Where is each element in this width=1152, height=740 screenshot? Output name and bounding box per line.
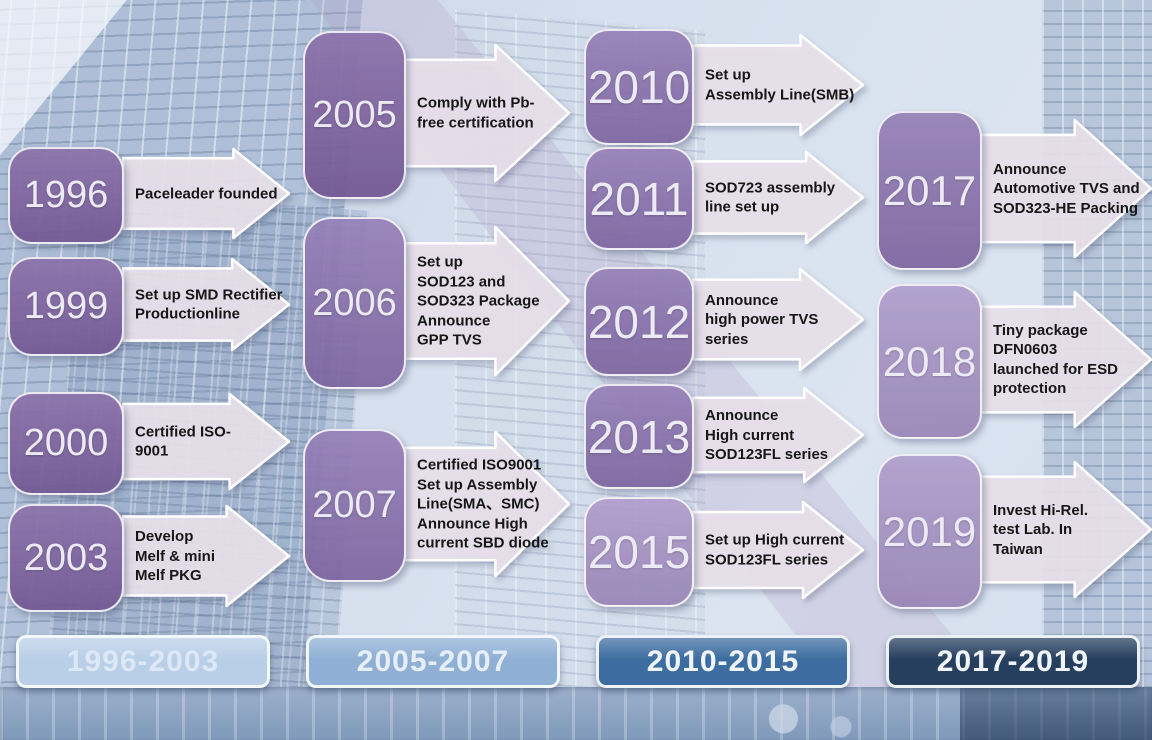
milestone-2013-year-badge: 2013 bbox=[584, 384, 694, 489]
arrow-shape bbox=[691, 150, 865, 245]
milestone-2006-text: Set up SOD123 and SOD323 Package Announc… bbox=[417, 253, 540, 349]
arrow-shape bbox=[121, 392, 291, 491]
milestone-2017-year-badge: 2017 bbox=[877, 111, 982, 270]
milestone-2003-text: Develop Melf & mini Melf PKG bbox=[135, 527, 216, 584]
arrow-shape bbox=[691, 500, 865, 600]
milestone-2015-year-badge: 2015 bbox=[584, 497, 694, 607]
arrow-shape bbox=[691, 33, 865, 137]
milestone-2010-text: Set up Assembly Line(SMB) bbox=[705, 66, 855, 104]
arrow-shape bbox=[691, 386, 865, 484]
milestone-2018-arrow: Tiny package DFN0603 launched for ESD pr… bbox=[979, 290, 1152, 429]
background-bottom-right-shade bbox=[960, 687, 1152, 740]
milestone-2013-arrow: Announce High current SOD123FL series bbox=[691, 386, 865, 484]
milestone-2003-arrow: Develop Melf & mini Melf PKG bbox=[121, 504, 291, 608]
milestone-2010-year-badge: 2010 bbox=[584, 29, 694, 145]
period-button-2005-2007[interactable]: 2005-2007 bbox=[306, 635, 560, 688]
milestone-2017-arrow: Announce Automotive TVS and SOD323-HE Pa… bbox=[979, 118, 1152, 259]
milestone-2011-arrow: SOD723 assembly line set up bbox=[691, 150, 865, 245]
milestone-2003-year-badge: 2003 bbox=[8, 504, 124, 612]
year-label: 1996 bbox=[23, 174, 109, 216]
milestone-2013-text: Announce High current SOD123FL series bbox=[705, 406, 829, 463]
milestone-2005-arrow: Comply with Pb- free certification bbox=[403, 43, 571, 183]
year-label: 2010 bbox=[587, 61, 691, 113]
milestone-2012-arrow: Announce high power TVS series bbox=[691, 267, 865, 372]
milestone-2007-arrow: Certified ISO9001 Set up Assembly Line(S… bbox=[403, 430, 571, 578]
year-label: 2000 bbox=[23, 422, 109, 464]
period-button-1996-2003[interactable]: 1996-2003 bbox=[16, 635, 270, 688]
year-label: 2007 bbox=[312, 484, 397, 526]
year-label: 2018 bbox=[882, 337, 977, 385]
milestone-2007-year-badge: 2007 bbox=[303, 429, 406, 582]
arrow-shape bbox=[403, 43, 571, 183]
arrow-shape bbox=[979, 460, 1152, 599]
milestone-2011-text: SOD723 assembly line set up bbox=[705, 179, 836, 216]
year-label: 2003 bbox=[23, 536, 109, 579]
milestone-1999-year-badge: 1999 bbox=[8, 257, 124, 356]
milestone-2007-text: Certified ISO9001 Set up Assembly Line(S… bbox=[417, 456, 549, 552]
milestone-2019-text: Invest Hi-Rel. test Lab. In Taiwan bbox=[993, 501, 1089, 558]
arrow-shape bbox=[121, 504, 291, 608]
milestone-2010-arrow: Set up Assembly Line(SMB) bbox=[691, 33, 865, 137]
milestone-2018-text: Tiny package DFN0603 launched for ESD pr… bbox=[993, 321, 1119, 398]
milestone-1999-text: Set up SMD Rectifier Productionline bbox=[135, 286, 283, 323]
milestone-2011-year-badge: 2011 bbox=[584, 147, 694, 250]
arrow-shape bbox=[691, 267, 865, 372]
milestone-2000-text: Certified ISO- 9001 bbox=[135, 423, 231, 460]
milestone-2019-arrow: Invest Hi-Rel. test Lab. In Taiwan bbox=[979, 460, 1152, 599]
year-label: 2005 bbox=[312, 93, 397, 136]
year-label: 2012 bbox=[587, 295, 691, 348]
milestone-2006-arrow: Set up SOD123 and SOD323 Package Announc… bbox=[403, 225, 571, 377]
year-label: 2017 bbox=[882, 166, 977, 214]
arrow-shape bbox=[979, 118, 1152, 259]
milestone-2005-year-badge: 2005 bbox=[303, 31, 406, 199]
arrow-shape bbox=[403, 430, 571, 578]
period-button-2010-2015[interactable]: 2010-2015 bbox=[596, 635, 850, 688]
milestone-2015-text: Set up High current SOD123FL series bbox=[705, 531, 845, 569]
milestone-2015-arrow: Set up High current SOD123FL series bbox=[691, 500, 865, 600]
milestone-2012-text: Announce high power TVS series bbox=[705, 291, 819, 348]
milestone-2019-year-badge: 2019 bbox=[877, 454, 982, 609]
year-label: 2013 bbox=[587, 410, 691, 463]
milestone-2005-text: Comply with Pb- free certification bbox=[417, 94, 535, 132]
milestone-2012-year-badge: 2012 bbox=[584, 267, 694, 376]
arrow-shape bbox=[403, 225, 571, 377]
year-label: 1999 bbox=[23, 285, 109, 327]
milestone-1996-year-badge: 1996 bbox=[8, 147, 124, 244]
year-label: 2015 bbox=[587, 526, 691, 578]
milestone-1999-arrow: Set up SMD Rectifier Productionline bbox=[121, 257, 291, 352]
milestone-2000-arrow: Certified ISO- 9001 bbox=[121, 392, 291, 491]
milestone-2017-text: Announce Automotive TVS and SOD323-HE Pa… bbox=[993, 160, 1140, 217]
milestone-2018-year-badge: 2018 bbox=[877, 284, 982, 439]
milestone-1996-text: Paceleader founded bbox=[135, 184, 278, 202]
milestone-2006-year-badge: 2006 bbox=[303, 217, 406, 389]
year-label: 2006 bbox=[312, 281, 397, 324]
arrow-shape bbox=[121, 147, 291, 240]
arrow-shape bbox=[121, 257, 291, 352]
period-button-2017-2019[interactable]: 2017-2019 bbox=[886, 635, 1140, 688]
milestone-2000-year-badge: 2000 bbox=[8, 392, 124, 495]
year-label: 2019 bbox=[882, 507, 977, 555]
arrow-shape bbox=[979, 290, 1152, 429]
milestone-1996-arrow: Paceleader founded bbox=[121, 147, 291, 240]
year-label: 2011 bbox=[589, 172, 689, 225]
